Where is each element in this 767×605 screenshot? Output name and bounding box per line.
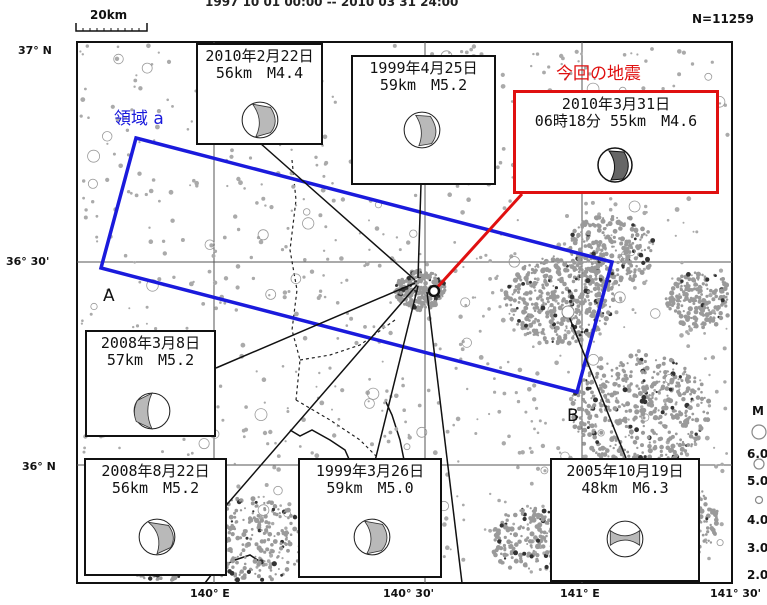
quake-date: 2010年2月22日 (205, 47, 314, 65)
quake-detail: 48km M6.3 (581, 479, 669, 497)
prefecture-borders (289, 159, 396, 469)
quake-date: 2005年10月19日 (566, 462, 684, 480)
quake-box-1999-03-26: 1999年3月26日 59km M5.0 (298, 458, 442, 578)
focal-mechanism-icon (403, 111, 441, 149)
legend-mag-4: 4.0 (747, 513, 767, 527)
focal-mechanism-icon (241, 101, 279, 139)
legend-mag-3: 3.0 (747, 541, 767, 555)
lon-label-140: 140° E (190, 587, 230, 600)
legend-mag-2: 2.0 (747, 568, 767, 582)
current-quake-detail: 06時18分 55km M4.6 (534, 112, 698, 130)
quake-detail: 57km M5.2 (106, 351, 195, 369)
region-a-label: 領域 a (114, 109, 164, 129)
section-end-b: B (567, 406, 579, 426)
focal-mechanism-icon (133, 392, 171, 430)
focal-mechanism-icon (597, 147, 633, 183)
current-quake-box: 2010年3月31日 06時18分 55km M4.6 (513, 90, 719, 194)
quake-detail: 56km M5.2 (111, 479, 200, 497)
lon-label-14130: 141° 30' (710, 587, 761, 600)
legend-mag-5: 5.0 (747, 474, 767, 488)
quake-date: 1999年3月26日 (315, 462, 425, 480)
quake-date: 2008年3月8日 (100, 334, 201, 352)
lon-label-141: 141° E (560, 587, 600, 600)
current-epicenter (427, 284, 441, 298)
legend-title: M (752, 404, 764, 418)
quake-box-2008-03-08: 2008年3月8日 57km M5.2 (85, 330, 216, 437)
current-leader-line (432, 192, 524, 293)
axis-labels: 37° N 36° 30' 36° N 140° E 140° 30' 141°… (6, 44, 761, 600)
quake-box-2010-02-22: 2010年2月22日 56km M4.4 (196, 43, 323, 145)
lat-label-36: 36° N (22, 460, 56, 473)
section-end-a: A (103, 286, 115, 306)
period-label: 1997 10 01 00:00 -- 2010 03 31 24:00 (205, 0, 458, 9)
quake-box-1999-04-25: 1999年4月25日 59km M5.2 (351, 55, 496, 185)
quake-detail: 59km M5.0 (326, 479, 414, 497)
scale-bar: 20km (75, 8, 148, 32)
magnitude-legend: M 6.0 5.0 4.0 3.0 2.0 (747, 404, 767, 582)
quake-detail: 59km M5.2 (379, 76, 468, 94)
focal-mechanism-icon (353, 518, 391, 556)
quake-box-2008-08-22: 2008年8月22日 56km M5.2 (84, 458, 227, 576)
lat-label-37: 37° N (18, 44, 52, 57)
epicenter-2005 (561, 305, 575, 319)
region-a-outline (98, 135, 615, 395)
current-quake-date: 2010年3月31日 (561, 95, 671, 113)
lat-label-3630: 36° 30' (6, 255, 49, 268)
focal-mechanism-icon (606, 520, 644, 558)
quake-date: 1999年4月25日 (369, 59, 478, 77)
quake-detail: 56km M4.4 (215, 64, 304, 82)
event-count: N=11259 (692, 12, 754, 26)
quake-date: 2008年8月22日 (101, 462, 210, 480)
legend-mag-6: 6.0 (747, 447, 767, 461)
scale-label: 20km (90, 8, 127, 22)
focal-mechanism-icon (138, 518, 176, 556)
leader-lines (215, 142, 627, 584)
quake-box-2005-10-19: 2005年10月19日 48km M6.3 (550, 458, 700, 582)
current-quake-title: 今回の地震 (556, 64, 641, 84)
lon-label-14030: 140° 30' (383, 587, 434, 600)
